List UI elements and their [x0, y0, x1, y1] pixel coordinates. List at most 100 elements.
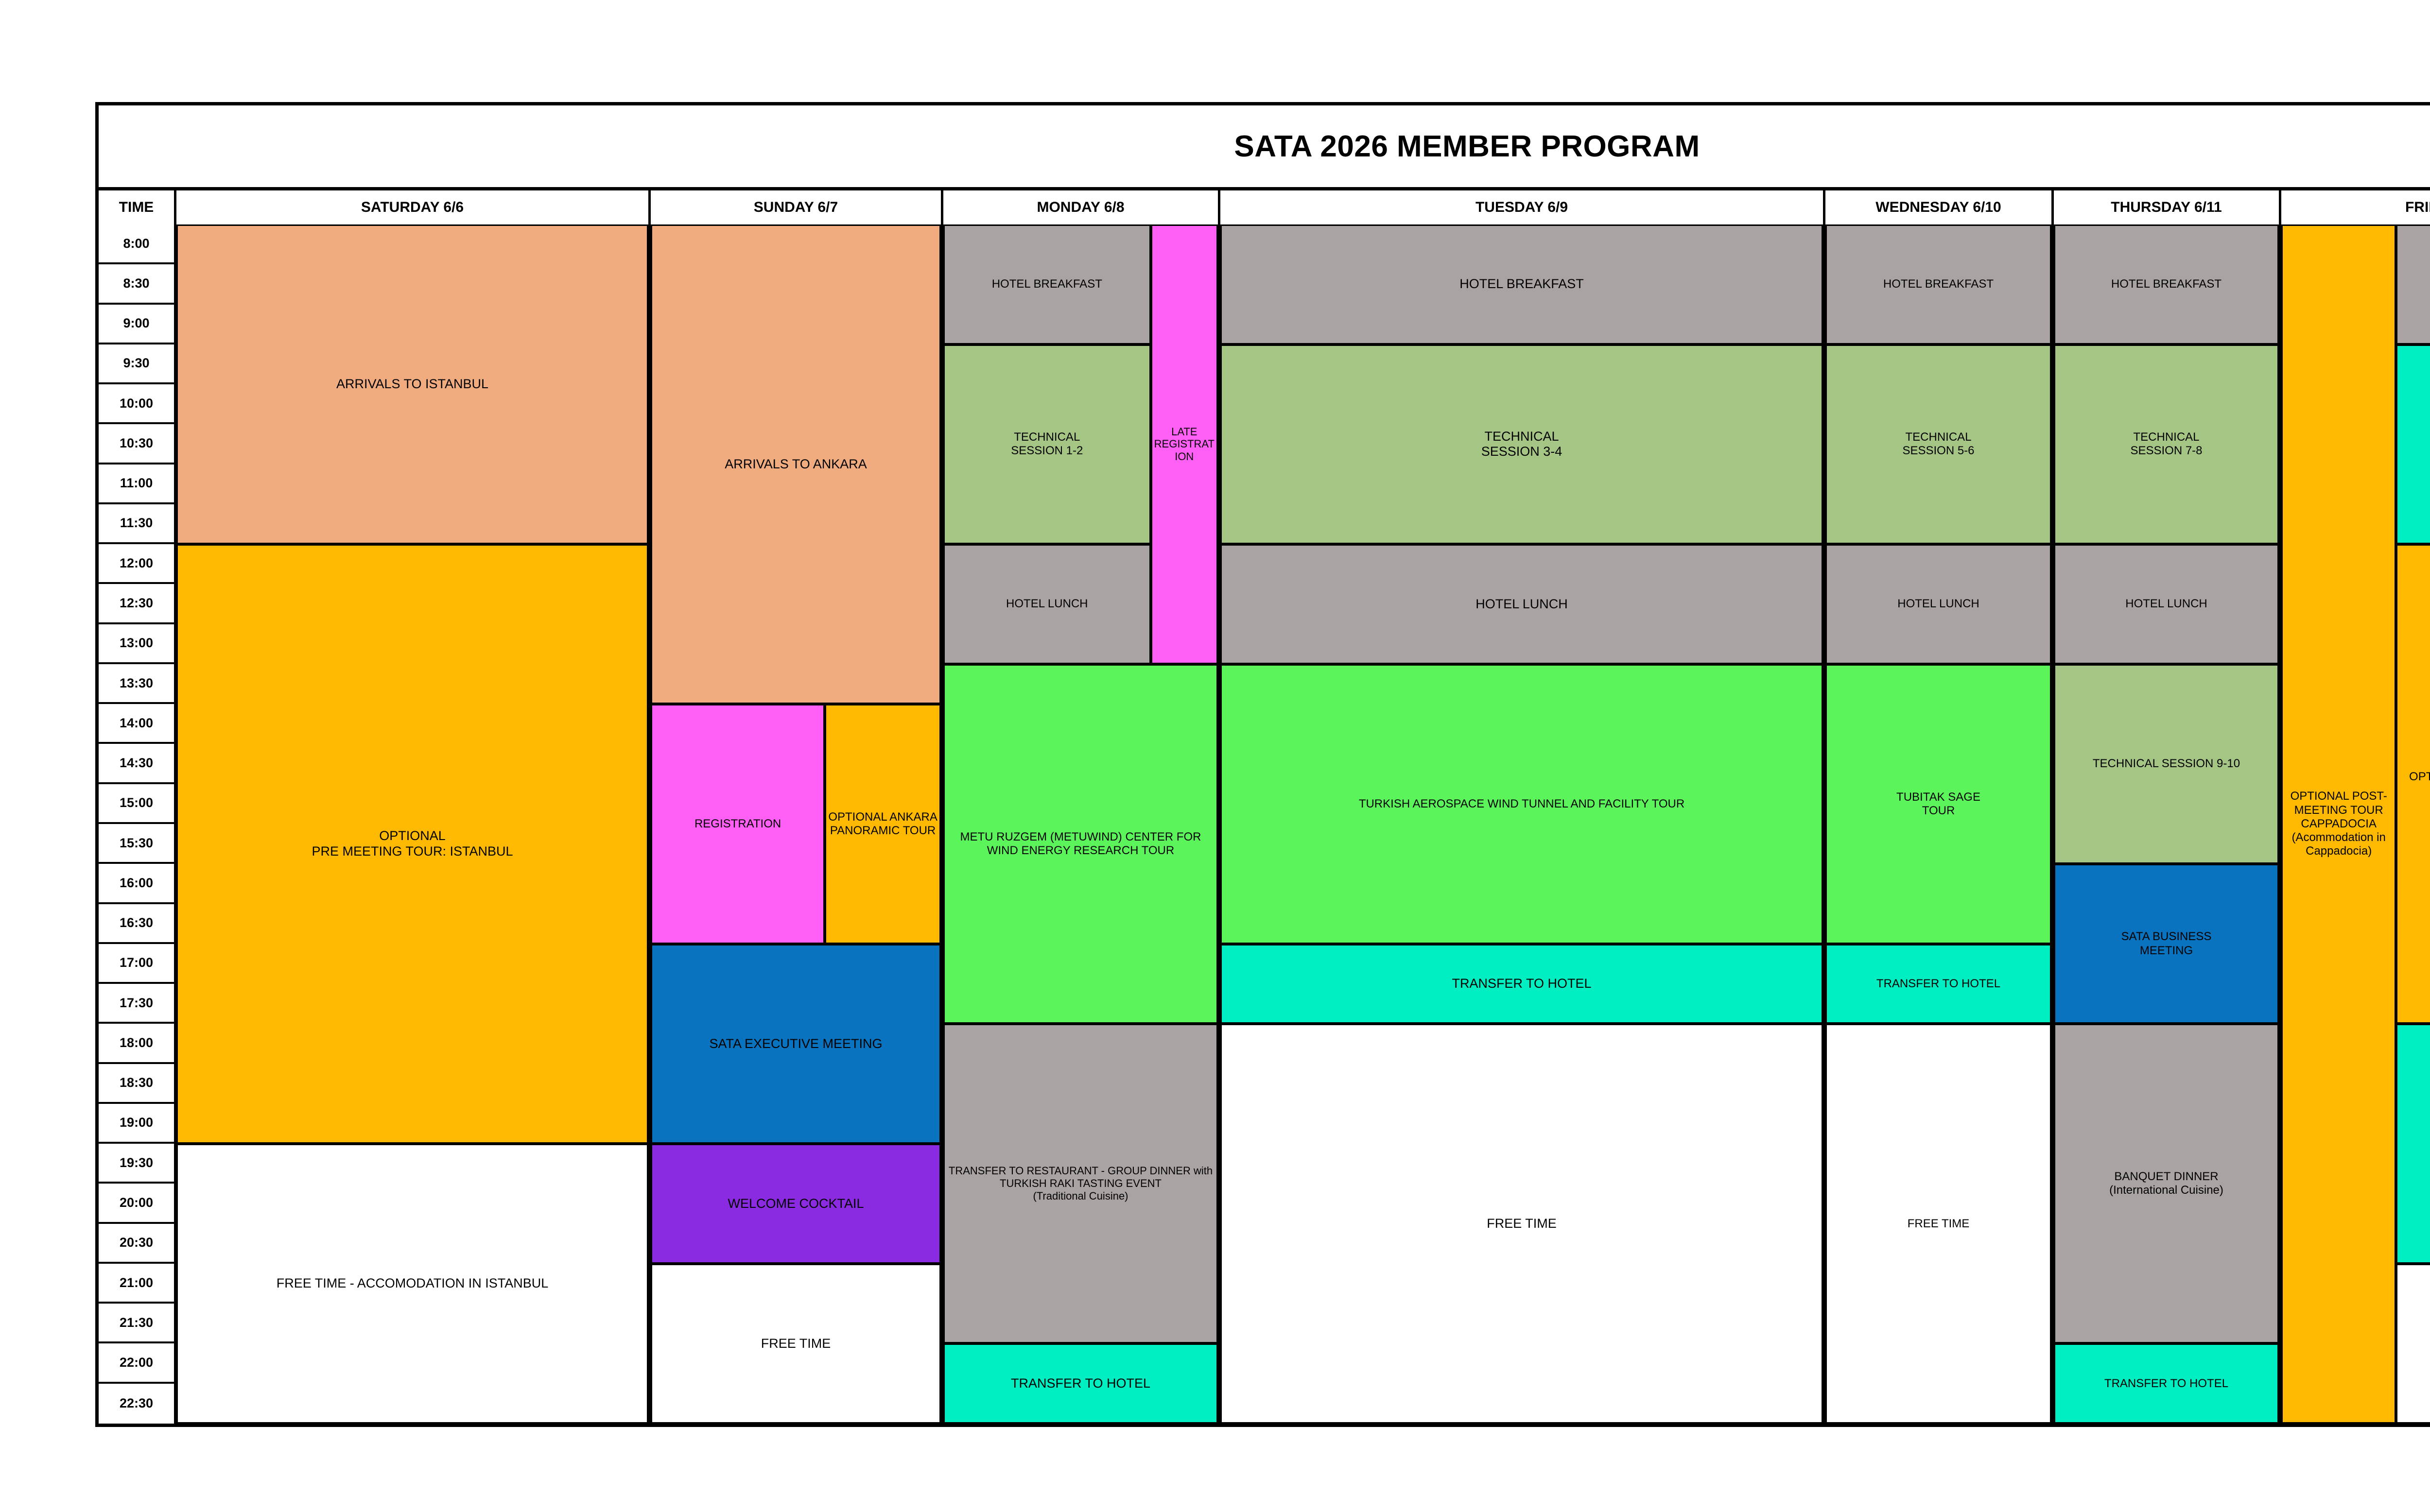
time-slot: 17:00 — [99, 944, 174, 984]
time-slot: 12:30 — [99, 584, 174, 624]
event-label: TRANSFER TO BEYPAZARI — [2399, 437, 2430, 451]
event-block[interactable]: TRANSFER TO RESTAURANT - GROUP DINNER wi… — [943, 1024, 1218, 1344]
event-label: FREE TIME — [1487, 1216, 1557, 1231]
time-slot: 12:00 — [99, 544, 174, 584]
event-block[interactable]: ARRIVALS TO ISTANBUL — [176, 224, 648, 545]
header-day-sunday-6-7: SUNDAY 6/7 — [651, 190, 943, 224]
event-label: TRANSFER TO RESTAURANT - GROUP DINNER wi… — [948, 1165, 1213, 1203]
event-block[interactable]: TECHNICAL SESSION 9-10 — [2054, 664, 2279, 864]
time-slot: 9:30 — [99, 344, 174, 385]
event-block[interactable]: ARRIVALS TO ANKARA — [651, 224, 941, 704]
time-slot: 22:30 — [99, 1383, 174, 1424]
event-label: TURKISH AEROSPACE WIND TUNNEL AND FACILI… — [1358, 797, 1685, 810]
day-header-row: TIME SATURDAY 6/6 SUNDAY 6/7 MONDAY 6/8 TUES… — [99, 190, 2430, 224]
event-label: HOTEL BREAKFAST — [1883, 277, 1994, 291]
event-block[interactable]: OPTIONAL ANKARA PANORAMIC TOUR — [825, 704, 941, 944]
time-slot: 22:00 — [99, 1343, 174, 1384]
event-label: FREE TIME — [1907, 1217, 1970, 1230]
event-block[interactable]: METU RUZGEM (METUWIND) CENTER FOR WIND E… — [943, 664, 1218, 1024]
time-slot: 19:00 — [99, 1103, 174, 1144]
event-block[interactable]: HOTEL LUNCH — [1825, 544, 2051, 664]
event-block[interactable]: TECHNICAL SESSION 3-4 — [1220, 344, 1823, 545]
event-block[interactable]: HOTEL LUNCH — [2054, 544, 2279, 664]
event-block[interactable]: TECHNICAL SESSION 7-8 — [2054, 344, 2279, 545]
event-block[interactable]: FREE TIME — [651, 1263, 941, 1424]
time-slot: 18:00 — [99, 1024, 174, 1064]
time-slot: 20:30 — [99, 1223, 174, 1264]
event-block[interactable]: HOTEL LUNCH — [943, 544, 1151, 664]
time-slot: 10:30 — [99, 424, 174, 464]
day-column-tuesday-6-9: HOTEL BREAKFAST TECHNICAL SESSION 3-4 HOTEL… — [1220, 224, 1825, 1424]
event-label: TECHNICAL SESSION 7-8 — [2130, 430, 2203, 458]
event-block[interactable]: HOTEL BREAKFAST — [2054, 224, 2279, 344]
event-block[interactable]: TECHNICAL SESSION 5-6 — [1825, 344, 2051, 545]
event-block[interactable]: HOTEL BREAKFAST — [2396, 224, 2430, 344]
time-slot: 10:00 — [99, 384, 174, 425]
header-day-wednesday-6-10: WEDNESDAY 6/10 — [1825, 190, 2054, 224]
event-block[interactable]: SATA EXECUTIVE MEETING — [651, 944, 941, 1144]
event-label: TRANSFER TO HOTEL — [1010, 1375, 1151, 1391]
event-block[interactable]: TRANSFER TO HOTEL — [1825, 944, 2051, 1024]
event-block[interactable]: REGISTRATION — [651, 704, 825, 944]
day-column-wednesday-6-10: HOTEL BREAKFAST TECHNICAL SESSION 5-6 HOTEL… — [1825, 224, 2054, 1424]
event-block[interactable]: LATE REGISTRATION — [1150, 224, 1218, 664]
event-label: TUBITAK SAGE TOUR — [1896, 790, 1980, 817]
event-label: HOTEL LUNCH — [2125, 597, 2207, 611]
time-slot: 14:00 — [99, 704, 174, 744]
event-block[interactable]: TRANSFER TO HOTEL — [2396, 1024, 2430, 1264]
event-label: TECHNICAL SESSION 5-6 — [1902, 430, 1975, 458]
event-label: HOTEL BREAKFAST — [2399, 277, 2430, 291]
event-block[interactable]: OPTIONAL PRE MEETING TOUR: ISTANBUL — [176, 544, 648, 1144]
event-block[interactable]: HOTEL BREAKFAST — [943, 224, 1151, 344]
event-label: LATE REGISTRATION — [1154, 425, 1215, 463]
header-day-friday-6-12: FRIDAY 6/12 — [2281, 190, 2430, 224]
event-block[interactable]: TRANSFER TO HOTEL — [1220, 944, 1823, 1024]
event-label: FREE TIME — [2399, 1337, 2430, 1350]
program-table: SATA 2026 MEMBER PROGRAM TIME SATURDAY 6/… — [95, 102, 2430, 1427]
event-block[interactable]: TURKISH AEROSPACE WIND TUNNEL AND FACILI… — [1220, 664, 1823, 944]
event-label: SATA BUSINESS MEETING — [2121, 930, 2212, 957]
event-block[interactable]: TUBITAK SAGE TOUR — [1825, 664, 2051, 944]
event-block[interactable]: WELCOME COCKTAIL — [651, 1144, 941, 1264]
event-label: SATA EXECUTIVE MEETING — [709, 1036, 883, 1051]
event-block[interactable]: HOTEL BREAKFAST — [1220, 224, 1823, 344]
time-slot: 21:30 — [99, 1304, 174, 1344]
event-label: HOTEL BREAKFAST — [2111, 277, 2222, 291]
event-label: OPTIONAL POST-MEETING TOUR CAPPADOCIA (Ac… — [2290, 790, 2387, 858]
event-block[interactable]: TRANSFER TO HOTEL — [943, 1343, 1218, 1424]
event-block[interactable]: HOTEL LUNCH — [1220, 544, 1823, 664]
header-time: TIME — [99, 190, 176, 224]
event-label: OPTIONAL PRE MEETING TOUR: ISTANBUL — [312, 828, 513, 859]
event-label: TRANSFER TO HOTEL — [1452, 976, 1592, 991]
day-column-thursday-6-11: HOTEL BREAKFAST TECHNICAL SESSION 7-8 HOTEL… — [2054, 224, 2281, 1424]
event-block[interactable]: FREE TIME — [1825, 1024, 2051, 1424]
time-slot: 15:00 — [99, 784, 174, 824]
event-label: BANQUET DINNER (International Cuisine) — [2109, 1170, 2223, 1197]
event-block[interactable]: FREE TIME — [2396, 1263, 2430, 1424]
time-slot: 9:00 — [99, 304, 174, 344]
event-block[interactable]: SATA BUSINESS MEETING — [2054, 864, 2279, 1024]
event-label: FREE TIME - ACCOMODATION IN ISTANBUL — [276, 1276, 549, 1291]
event-block[interactable]: BANQUET DINNER (International Cuisine) — [2054, 1024, 2279, 1344]
event-label: OPTIONAL BEYPAZARI OLD TOWN TOUR — [2409, 770, 2430, 784]
event-block[interactable]: TECHNICAL SESSION 1-2 — [943, 344, 1151, 545]
event-block[interactable]: HOTEL BREAKFAST — [1825, 224, 2051, 344]
event-label: TECHNICAL SESSION 3-4 — [1481, 429, 1562, 459]
time-slot: 15:30 — [99, 824, 174, 864]
time-slot: 16:30 — [99, 904, 174, 944]
event-label: FREE TIME — [761, 1336, 831, 1351]
time-slot: 11:30 — [99, 504, 174, 545]
time-slot: 13:30 — [99, 664, 174, 704]
schedule-grid: 8:00 8:30 9:00 9:30 10:00 10:30 11:00 11:30 12:0… — [99, 224, 2430, 1424]
event-block[interactable]: FREE TIME — [1220, 1024, 1823, 1424]
event-block[interactable]: TRANSFER TO BEYPAZARI — [2396, 344, 2430, 545]
event-label: REGISTRATION — [694, 817, 781, 830]
time-slot: 17:30 — [99, 984, 174, 1024]
event-block[interactable]: FREE TIME - ACCOMODATION IN ISTANBUL — [176, 1144, 648, 1424]
time-slot: 20:00 — [99, 1184, 174, 1224]
time-slot: 13:00 — [99, 624, 174, 664]
event-label: TECHNICAL SESSION 1-2 — [1011, 430, 1083, 458]
event-block[interactable]: OPTIONAL BEYPAZARI OLD TOWN TOUR — [2396, 544, 2430, 1024]
event-block[interactable]: TRANSFER TO HOTEL — [2054, 1343, 2279, 1424]
event-block[interactable]: OPTIONAL POST-MEETING TOUR CAPPADOCIA (Ac… — [2281, 224, 2396, 1424]
